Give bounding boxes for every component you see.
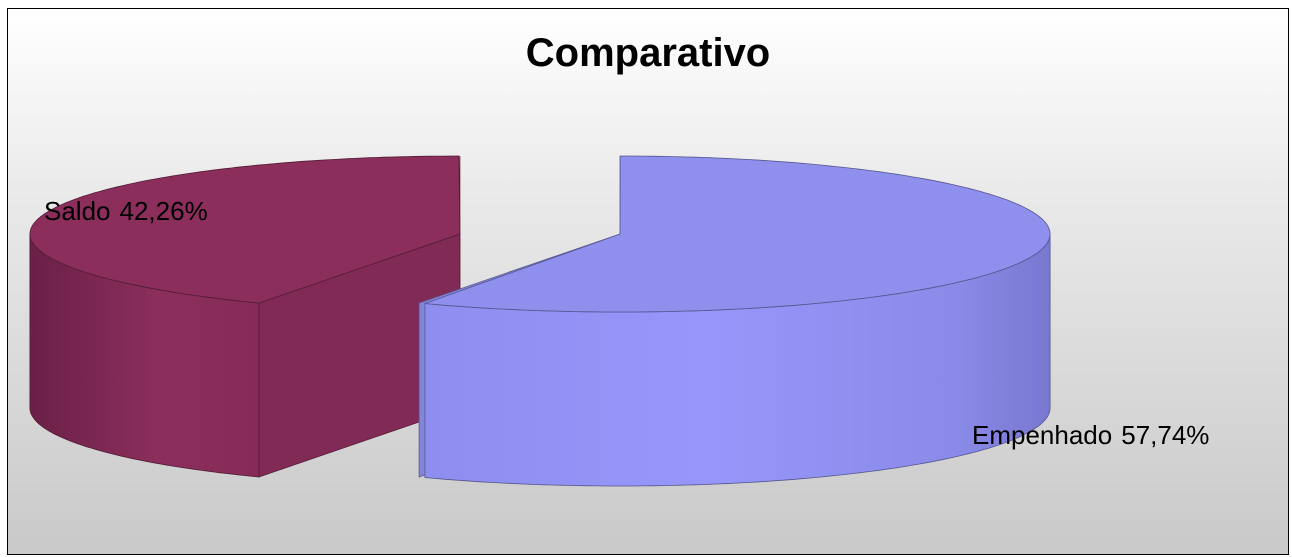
slice-empenhado — [424, 155, 1051, 313]
slice-label-saldo: Saldo 42,26% — [44, 196, 208, 226]
chart-title: Comparativo — [525, 31, 771, 75]
slice-label-empenhado: Empenhado 57,74% — [972, 420, 1209, 450]
slice-saldo — [29, 155, 461, 304]
